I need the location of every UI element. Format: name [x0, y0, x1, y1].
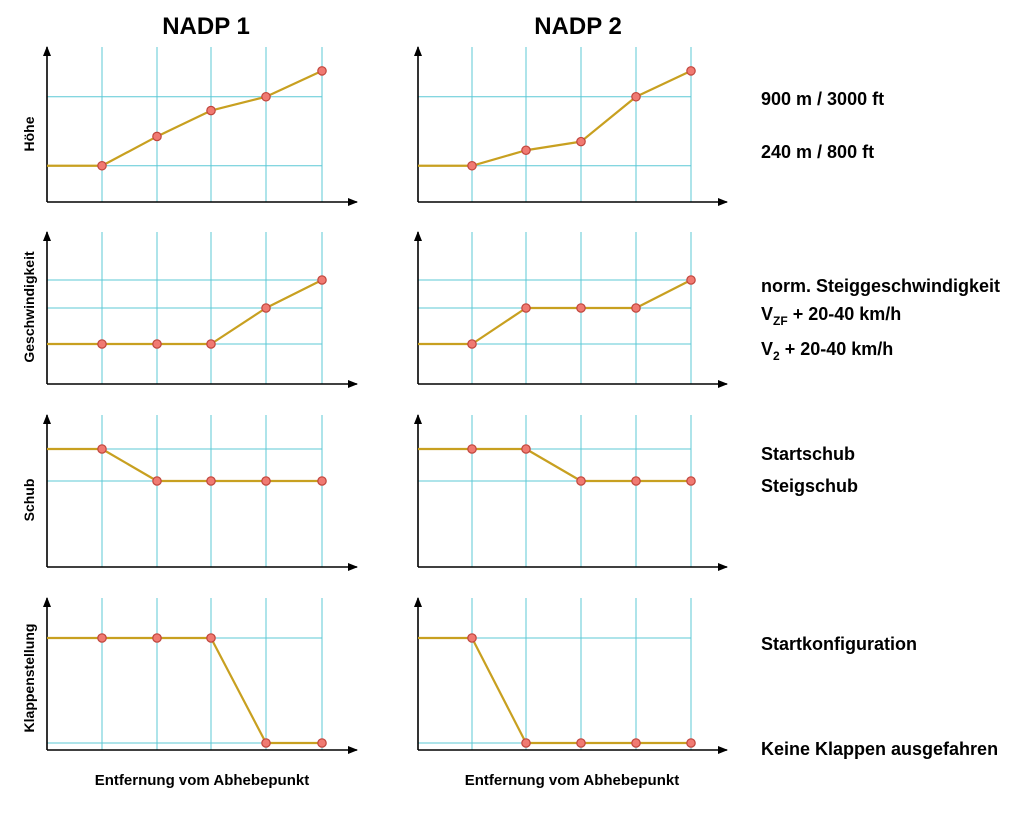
ref-label-240m: 240 m / 800 ft [761, 142, 874, 162]
grid-layer [47, 47, 692, 750]
data-point-schub-nadp1-1 [97, 444, 107, 454]
data-point-schub-nadp1-3 [206, 476, 216, 486]
ref-label-steiggeschwindigkeit: norm. Steiggeschwindigkeit [761, 276, 1000, 296]
data-point-hoehe-nadp2-2 [521, 145, 531, 156]
data-point-geschwindigkeit-nadp2-4 [631, 303, 641, 313]
column-title-nadp1: NADP 1 [162, 13, 250, 40]
data-point-schub-nadp2-3 [576, 476, 586, 486]
x-axis-label-nadp1: Entfernung vom Abhebepunkt [95, 772, 309, 789]
row-label-geschwindigkeit: Geschwindigkeit [21, 251, 37, 363]
ref-label-startkonfiguration: Startkonfiguration [761, 634, 917, 654]
data-point-schub-nadp2-4 [631, 476, 641, 486]
series-line-klappenstellung-nadp2 [418, 636, 691, 745]
data-point-schub-nadp2-5 [686, 476, 696, 486]
data-point-klappenstellung-nadp1-1 [97, 633, 107, 643]
data-point-geschwindigkeit-nadp2-2 [521, 303, 531, 313]
data-point-klappenstellung-nadp2-3 [576, 738, 586, 748]
ref-label-900m: 900 m / 3000 ft [761, 89, 884, 109]
data-point-geschwindigkeit-nadp1-3 [206, 339, 216, 349]
data-point-hoehe-nadp2-1 [467, 160, 477, 171]
data-point-klappenstellung-nadp1-3 [206, 633, 216, 643]
series-line-hoehe-nadp1 [47, 69, 323, 167]
data-point-hoehe-nadp1-3 [206, 105, 216, 116]
x-axis-label-nadp2: Entfernung vom Abhebepunkt [465, 772, 679, 789]
data-point-schub-nadp2-1 [467, 444, 477, 454]
data-point-schub-nadp1-4 [261, 476, 271, 486]
series-line-hoehe-nadp2 [418, 69, 692, 167]
data-point-geschwindigkeit-nadp1-1 [97, 339, 107, 349]
series-line-geschwindigkeit-nadp2 [418, 279, 692, 346]
series-line-klappenstellung-nadp1 [47, 636, 322, 745]
data-point-klappenstellung-nadp1-5 [317, 738, 327, 748]
data-point-hoehe-nadp1-5 [317, 66, 327, 76]
data-point-geschwindigkeit-nadp2-3 [576, 303, 586, 313]
data-point-klappenstellung-nadp1-2 [152, 633, 162, 643]
data-point-geschwindigkeit-nadp1-5 [317, 275, 327, 285]
ref-label-vzf: VZF + 20-40 km/h [761, 304, 901, 328]
data-point-geschwindigkeit-nadp1-4 [261, 303, 271, 313]
data-point-hoehe-nadp1-4 [261, 91, 271, 102]
series-line-geschwindigkeit-nadp1 [47, 279, 323, 346]
data-point-hoehe-nadp1-2 [152, 131, 162, 142]
data-point-hoehe-nadp2-4 [631, 91, 641, 102]
axes-layer [43, 46, 728, 754]
data-point-klappenstellung-nadp2-4 [631, 738, 641, 748]
data-point-geschwindigkeit-nadp1-2 [152, 339, 162, 349]
data-point-klappenstellung-nadp2-2 [521, 738, 531, 748]
data-point-schub-nadp1-2 [152, 476, 162, 486]
row-label-hoehe: Höhe [21, 116, 37, 151]
series-layer [47, 66, 696, 748]
ref-label-v2: V2 + 20-40 km/h [761, 339, 893, 363]
data-point-klappenstellung-nadp2-1 [467, 633, 477, 643]
column-title-nadp2: NADP 2 [534, 13, 622, 40]
data-point-klappenstellung-nadp2-5 [686, 738, 696, 748]
data-point-schub-nadp1-5 [317, 476, 327, 486]
data-point-hoehe-nadp2-3 [576, 136, 586, 147]
ref-label-keine-klappen: Keine Klappen ausgefahren [761, 739, 998, 759]
series-line-schub-nadp1 [47, 447, 322, 483]
row-label-klappenstellung: Klappenstellung [21, 624, 37, 733]
data-point-hoehe-nadp1-1 [97, 160, 107, 171]
data-point-hoehe-nadp2-5 [686, 66, 696, 76]
data-point-klappenstellung-nadp1-4 [261, 738, 271, 748]
ref-label-startschub: Startschub [761, 444, 855, 464]
series-line-schub-nadp2 [418, 447, 691, 483]
row-label-schub: Schub [21, 479, 37, 522]
data-point-geschwindigkeit-nadp2-5 [686, 275, 696, 285]
data-point-schub-nadp2-2 [521, 444, 531, 454]
ref-label-steigschub: Steigschub [761, 476, 858, 496]
data-point-geschwindigkeit-nadp2-1 [467, 339, 477, 349]
